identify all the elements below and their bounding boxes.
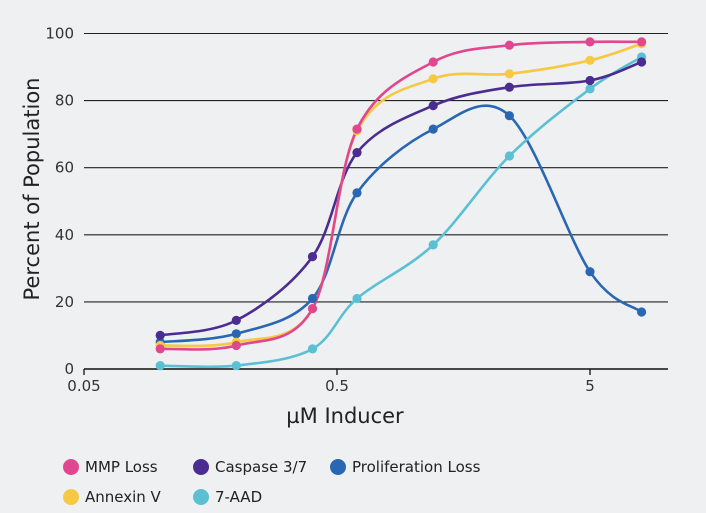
data-point-proliferation-loss xyxy=(307,293,318,304)
data-point-7-aad xyxy=(585,84,595,94)
legend-label: Caspase 3/7 xyxy=(215,458,307,476)
data-point-caspase-3-7 xyxy=(307,252,318,262)
legend-swatch xyxy=(63,489,79,505)
series-line-mmp-loss xyxy=(158,40,643,351)
data-point-mmp-loss xyxy=(637,37,647,47)
data-point-7-aad xyxy=(428,240,438,250)
data-point-caspase-3-7 xyxy=(428,101,438,111)
legend-item-proliferation-loss: Proliferation Loss xyxy=(330,458,481,476)
data-point-proliferation-loss xyxy=(504,111,514,121)
data-point-mmp-loss xyxy=(352,124,362,134)
data-point-7-aad xyxy=(307,344,318,354)
data-point-caspase-3-7 xyxy=(352,148,362,158)
series-line-proliferation-loss xyxy=(158,104,643,344)
data-point-mmp-loss xyxy=(231,340,241,351)
legend-item-caspase-3-7: Caspase 3/7 xyxy=(193,458,307,476)
data-point-caspase-3-7 xyxy=(231,315,241,325)
legend-swatch xyxy=(193,459,209,475)
x-axis-title: µM Inducer xyxy=(286,404,404,428)
legend-label: Proliferation Loss xyxy=(352,458,481,476)
y-tick-label: 20 xyxy=(55,293,74,311)
series-lines xyxy=(158,40,643,369)
x-tick-label: 5 xyxy=(585,377,595,395)
data-point-caspase-3-7 xyxy=(585,75,595,86)
data-point-proliferation-loss xyxy=(585,267,595,277)
y-tick-label: 60 xyxy=(55,159,74,177)
x-tick-label: 0.05 xyxy=(67,377,100,395)
data-point-annexin-v xyxy=(428,74,438,84)
data-point-proliferation-loss xyxy=(231,329,241,339)
data-point-mmp-loss xyxy=(155,344,165,354)
legend-item-annexin-v: Annexin V xyxy=(63,488,162,506)
legend-swatch xyxy=(63,459,79,475)
legend-swatch xyxy=(193,489,209,505)
legend-item-mmp-loss: MMP Loss xyxy=(63,458,158,476)
series-line-7-aad xyxy=(158,55,643,369)
legend-label: 7-AAD xyxy=(215,488,262,506)
data-point-caspase-3-7 xyxy=(155,330,165,340)
legend-swatch xyxy=(330,459,346,475)
data-point-mmp-loss xyxy=(307,304,318,314)
data-point-mmp-loss xyxy=(585,37,595,47)
legend: MMP Loss Caspase 3/7 Proliferation Loss Ann… xyxy=(63,458,481,506)
data-point-caspase-3-7 xyxy=(504,82,514,92)
data-point-7-aad xyxy=(155,361,165,371)
series-markers xyxy=(155,37,647,371)
data-point-7-aad xyxy=(231,361,241,371)
legend-label: Annexin V xyxy=(85,488,162,506)
legend-label: MMP Loss xyxy=(85,458,158,476)
data-point-mmp-loss xyxy=(504,40,514,50)
data-point-annexin-v xyxy=(504,69,514,79)
axes xyxy=(83,368,668,375)
data-point-7-aad xyxy=(504,151,514,161)
legend-item-7-aad: 7-AAD xyxy=(193,488,262,506)
y-tick-labels: 0 20 40 60 80 100 xyxy=(45,25,74,379)
data-point-annexin-v xyxy=(585,55,595,65)
y-tick-label: 40 xyxy=(55,226,74,244)
series-line-caspase-3-7 xyxy=(158,60,643,337)
data-point-mmp-loss xyxy=(428,57,438,67)
y-tick-label: 80 xyxy=(55,92,74,110)
data-point-proliferation-loss xyxy=(428,124,438,134)
y-axis-title: Percent of Population xyxy=(20,78,44,301)
data-point-caspase-3-7 xyxy=(637,57,647,67)
data-point-proliferation-loss xyxy=(637,307,647,317)
x-tick-label: 0.5 xyxy=(325,377,349,395)
series-line-annexin-v xyxy=(158,42,643,348)
gridlines xyxy=(84,32,668,303)
y-tick-label: 0 xyxy=(64,360,74,378)
data-point-7-aad xyxy=(352,293,362,304)
y-tick-label: 100 xyxy=(45,25,74,43)
x-tick-labels: 0.05 0.5 5 xyxy=(67,377,594,395)
data-point-proliferation-loss xyxy=(352,188,362,198)
